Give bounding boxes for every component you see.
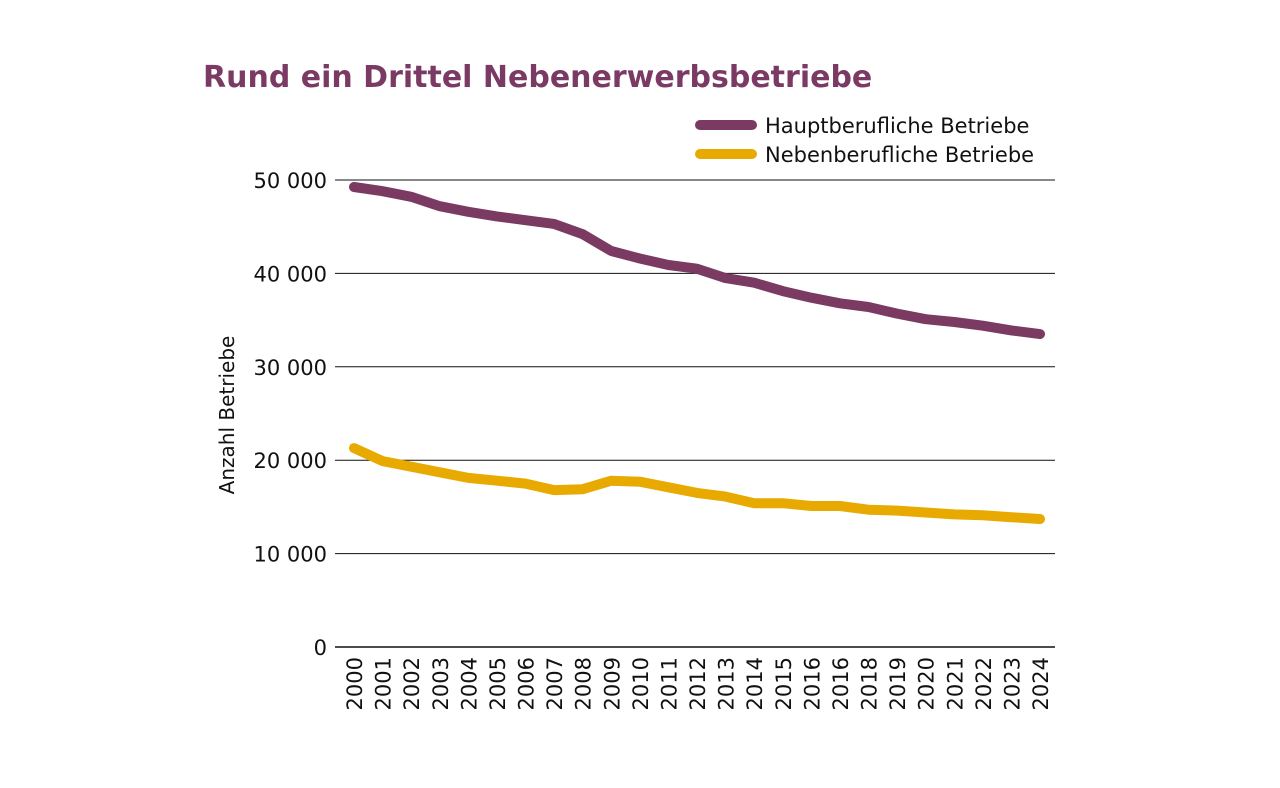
x-tick-label: 2022 [972, 657, 996, 710]
y-tick-label: 20 000 [254, 449, 327, 473]
x-tick-label: 2014 [743, 657, 767, 710]
y-tick-label: 10 000 [254, 543, 327, 567]
x-tick-label: 2021 [943, 657, 967, 710]
x-tick-label: 2009 [600, 657, 624, 710]
y-tick-label: 30 000 [254, 356, 327, 380]
x-tick-label: 2008 [572, 657, 596, 710]
legend: Hauptberufliche Betriebe Nebenberufliche… [695, 114, 1034, 167]
y-tick-label: 50 000 [254, 169, 327, 193]
x-axis-ticks: 2000 2001 2002 2003 2004 2005 2006 2007 2008 2009… [343, 657, 1053, 710]
series-line-0 [349, 182, 1045, 340]
x-tick-label: 2013 [715, 657, 739, 710]
series-line-1 [349, 443, 1045, 524]
x-tick-label: 2006 [515, 657, 539, 710]
y-tick-label: 40 000 [254, 262, 327, 286]
x-tick-label: 2002 [400, 657, 424, 710]
x-tick-label: 2016 [829, 657, 853, 710]
legend-label-nebenberufliche: Nebenberufliche Betriebe [765, 143, 1034, 167]
y-axis-ticks: 0 10 000 20 000 30 000 40 000 50 000 [254, 169, 327, 660]
x-tick-label: 2010 [629, 657, 653, 710]
x-tick-label: 2012 [686, 657, 710, 710]
legend-label-hauptberufliche: Hauptberufliche Betriebe [765, 114, 1029, 138]
x-tick-label: 2016 [800, 657, 824, 710]
x-tick-label: 2018 [858, 657, 882, 710]
gridlines [335, 179, 1055, 648]
x-tick-label: 2001 [372, 657, 396, 710]
x-tick-label: 2007 [543, 657, 567, 710]
x-tick-label: 2024 [1029, 657, 1053, 710]
series-lines [349, 182, 1045, 524]
x-tick-label: 2005 [486, 657, 510, 710]
x-tick-label: 2023 [1000, 657, 1024, 710]
y-tick-label: 0 [314, 636, 327, 660]
x-tick-label: 2004 [457, 657, 481, 710]
y-axis-label: Anzahl Betriebe [215, 336, 239, 495]
x-tick-label: 2020 [915, 657, 939, 710]
x-tick-label: 2003 [429, 657, 453, 710]
x-tick-label: 2015 [772, 657, 796, 710]
chart-title: Rund ein Drittel Nebenerwerbsbetriebe [203, 60, 872, 95]
x-tick-label: 2011 [657, 657, 681, 710]
x-tick-label: 2019 [886, 657, 910, 710]
x-tick-label: 2000 [343, 657, 367, 710]
